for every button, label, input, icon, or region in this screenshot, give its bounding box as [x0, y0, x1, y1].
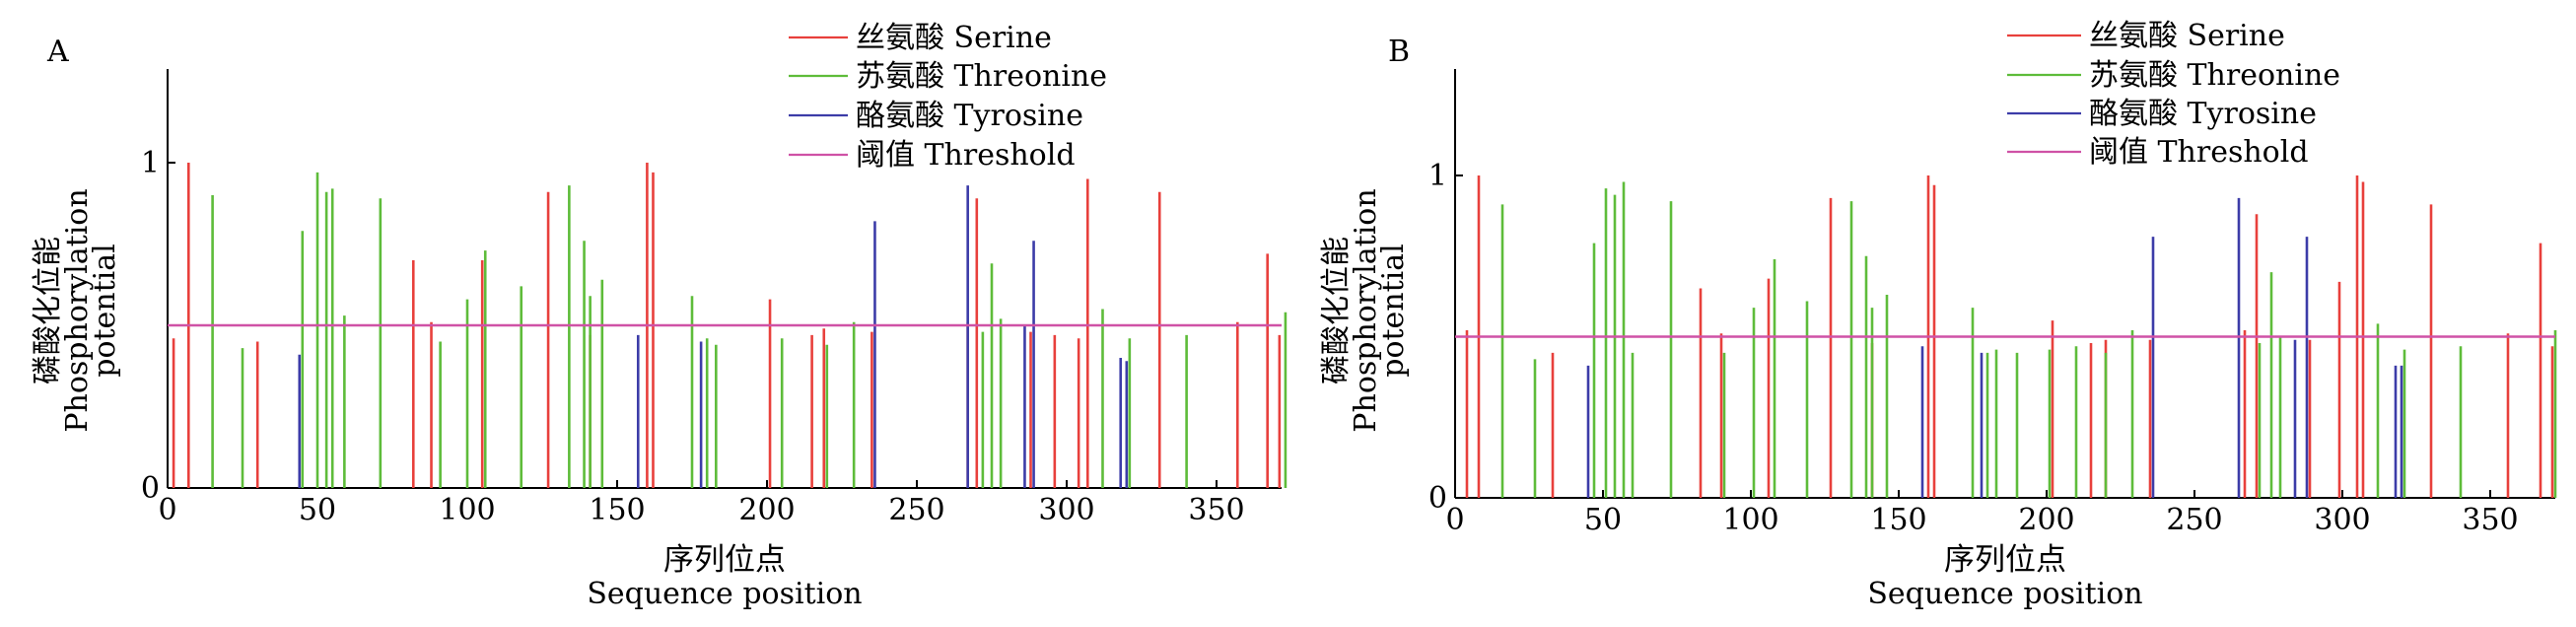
panel-b: 0 50 100 150 200 250 300 350 0 1 B 丝氨酸 Serine 苏氨酸 Th… [1319, 19, 2557, 611]
x-tick-label: 50 [299, 493, 336, 527]
x-tick-label: 100 [439, 493, 495, 527]
y-axis-title: Phosphorylation [1349, 188, 1383, 432]
panel-label: B [1388, 35, 1410, 69]
y-tick-label: 1 [141, 146, 160, 180]
y-tick-label: 0 [141, 471, 160, 506]
legend-label-threshold: 阈值 Threshold [2089, 135, 2309, 170]
x-tick-label: 350 [1188, 493, 1244, 527]
x-tick-label: 200 [2018, 503, 2074, 537]
y-axis-title: 磷酸化位能 [31, 237, 65, 384]
y-axis-title: potential [88, 244, 122, 378]
x-tick-label: 150 [1870, 503, 1926, 537]
y-axis-title: 磷酸化位能 [1319, 237, 1354, 384]
legend-label-serine: 丝氨酸 Serine [856, 21, 1052, 55]
legend-label-tyrosine: 酪氨酸 Tyrosine [2089, 97, 2317, 131]
y-tick-label: 0 [1428, 481, 1447, 516]
legend-label-tyrosine: 酪氨酸 Tyrosine [856, 99, 1083, 133]
panel-label: A [46, 35, 69, 69]
x-tick-label: 250 [888, 493, 944, 527]
legend-label-threonine: 苏氨酸 Threonine [856, 59, 1107, 94]
x-tick-label: 250 [2166, 503, 2222, 537]
x-axis-title-cn: 序列位点 [663, 542, 786, 578]
x-axis-title-en: Sequence position [1867, 577, 2142, 611]
panel-a: 0 50 100 150 200 250 300 350 0 1 A 丝氨酸 Serine 苏氨酸 Th… [31, 21, 1288, 611]
x-tick-label: 200 [738, 493, 795, 527]
x-axis-title-en: Sequence position [587, 577, 862, 611]
legend-label-serine: 丝氨酸 Serine [2089, 19, 2285, 53]
x-tick-label: 300 [1038, 493, 1094, 527]
x-tick-label: 350 [2462, 503, 2518, 537]
legend-label-threonine: 苏氨酸 Threonine [2089, 58, 2340, 93]
y-tick-label: 1 [1428, 159, 1447, 193]
legend-label-threshold: 阈值 Threshold [856, 138, 1076, 173]
x-tick-label: 0 [158, 493, 176, 527]
x-axis-title-cn: 序列位点 [1944, 542, 2066, 578]
y-axis-title: Phosphorylation [60, 188, 95, 432]
x-tick-label: 50 [1584, 503, 1622, 537]
y-axis-title: potential [1376, 244, 1411, 378]
x-tick-label: 0 [1445, 503, 1464, 537]
x-tick-label: 300 [2314, 503, 2370, 537]
x-tick-label: 150 [589, 493, 645, 527]
x-tick-label: 100 [1722, 503, 1778, 537]
